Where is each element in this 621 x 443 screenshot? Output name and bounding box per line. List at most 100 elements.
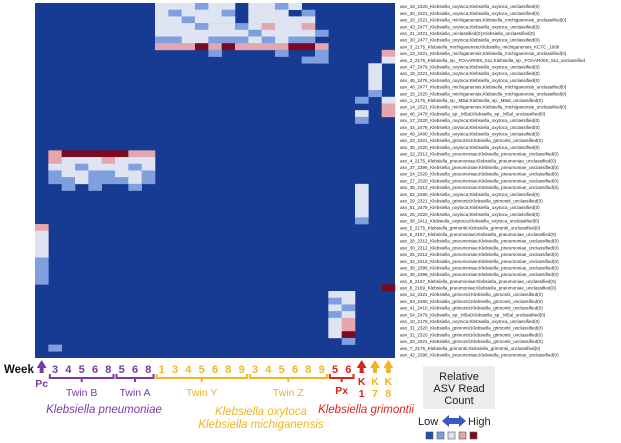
week-tick-label: 6 (292, 364, 298, 376)
heatmap-cell (128, 157, 142, 165)
heatmap-cell (235, 29, 249, 37)
group-marker-arrow-shaft (373, 367, 377, 373)
heatmap-cell (35, 277, 49, 285)
heatmap-cell (155, 9, 169, 17)
heatmap-cell (208, 43, 222, 51)
heatmap-cell (248, 36, 262, 44)
heatmap-cell (248, 23, 262, 31)
heatmap-cell (168, 29, 182, 37)
week-tick-label: 3 (172, 364, 178, 376)
group-marker-arrow (36, 360, 47, 368)
heatmap-cell (355, 96, 369, 104)
legend-swatch (458, 431, 467, 440)
group-label: Px (335, 385, 348, 397)
heatmap-cell (115, 157, 129, 165)
heatmap-cell (48, 344, 62, 352)
heatmap-cell (195, 23, 209, 31)
row-label: asv_42_2396_Klebsiella_pneumoniae;Klebsi… (400, 353, 559, 358)
heatmap-cell (208, 9, 222, 17)
heatmap-cell (155, 36, 169, 44)
heatmap-cell (221, 3, 236, 10)
heatmap-cell (88, 177, 102, 185)
row-label: asv_29_2321_Klebsiella_grimontii;Klebsie… (400, 198, 543, 203)
heatmap-cell (261, 9, 276, 17)
row-label: asv_34_2312_Klebsiella_pneumoniae;Klebsi… (400, 259, 559, 264)
row-label: asv_10_2175_Klebsiella_oxytoca;Klebsiell… (400, 319, 540, 324)
group-marker-arrow-shaft (39, 367, 44, 373)
row-label: asv_52_2480_Klebsiella_oxytoca;Klebsiell… (400, 192, 540, 197)
heatmap-cell (328, 311, 342, 319)
legend-high-label: High (468, 416, 491, 428)
heatmap-cell (35, 264, 49, 272)
row-label: asv_24_2320_Klebsiella_pneumoniae;Klebsi… (400, 172, 559, 177)
heatmap-cell (181, 3, 196, 10)
heatmap-cell (61, 163, 76, 171)
heatmap-cell (48, 157, 62, 165)
legend-swatch (425, 431, 434, 440)
heatmap-cell (381, 49, 396, 57)
heatmap-cell (155, 16, 169, 24)
row-label: asv_49_2480_Klebsiella_oxytoca;Klebsiell… (400, 131, 540, 136)
heatmap-cell (141, 150, 156, 158)
heatmap-cell (275, 16, 289, 24)
week-tick-label: 8 (305, 364, 311, 376)
heatmap-cell (208, 29, 222, 37)
heatmap-cell (75, 170, 89, 178)
row-label: asv_7_2175_Klebsiella_grimontii;Klebsiel… (400, 346, 541, 351)
heatmap-cell (35, 270, 49, 278)
heatmap-cell (208, 3, 222, 10)
week-tick-label: 9 (239, 364, 245, 376)
week-tick-label: 1 (159, 364, 165, 376)
row-label: asv_8_2169_Klebsiella_pneumoniae;Klebsie… (400, 286, 557, 291)
heatmap-cell (35, 237, 49, 245)
week-tick-label: 5 (199, 364, 205, 376)
row-label: asv_30_2477_Klebsiella_oxytoca;Klebsiell… (400, 38, 540, 43)
legend-title-box (423, 366, 495, 409)
heatmap-cell (261, 16, 276, 24)
row-label: asv_21_2321_Klebsiella_unclassified(0);K… (400, 31, 536, 36)
heatmap-cell (301, 36, 316, 44)
week-tick-label: 5 (119, 364, 125, 376)
heatmap-cell (341, 291, 356, 299)
heatmap-cell (168, 9, 182, 17)
group-week-label: 7 (372, 388, 378, 400)
heatmap-cell (115, 177, 129, 185)
heatmap-cell (61, 177, 76, 185)
heatmap-cell (181, 29, 196, 37)
heatmap-cell (368, 90, 382, 98)
heatmap-cell (235, 23, 249, 31)
week-tick-label: 8 (145, 364, 151, 376)
row-label: asv_53_2480_Klebsiella_grimontii;Klebsie… (400, 299, 543, 304)
heatmap-cell (301, 43, 316, 51)
heatmap-cell (381, 284, 396, 292)
group-marker-arrow (356, 360, 367, 368)
heatmap-cell (141, 170, 156, 178)
heatmap-cell (275, 43, 289, 51)
group-label: Twin A (120, 387, 151, 399)
row-label: asv_40_2396_Klebsiella_pneumoniae;Klebsi… (400, 272, 559, 277)
week-tick-label: 5 (79, 364, 85, 376)
heatmap-cell (35, 230, 49, 238)
heatmap-cell (88, 150, 102, 158)
row-label: asv_4_2175_Klebsiella_pneumoniae;Klebsie… (400, 158, 557, 163)
heatmap-cell (168, 16, 182, 24)
heatmap-cell (381, 110, 396, 118)
species-label-grimontii: Klebsiella grimontii (318, 404, 414, 416)
row-label: asv_26_2320_Klebsiella_oxytoca;Klebsiell… (400, 212, 540, 217)
heatmap-cell (195, 29, 209, 37)
heatmap-cell (261, 3, 276, 10)
heatmap-cell (115, 150, 129, 158)
heatmap-cell (208, 36, 222, 44)
heatmap-cell (315, 49, 329, 57)
heatmap-cell (181, 16, 196, 24)
heatmap-cell (168, 3, 182, 10)
row-label: asv_2_2175_Klebsiella_sp._FOAAR00S_511;K… (400, 58, 585, 63)
heatmap-cell (248, 3, 262, 10)
heatmap-cell (128, 183, 142, 191)
heatmap-cell (368, 63, 382, 71)
heatmap-cell (235, 36, 249, 44)
week-tick-label: 8 (105, 364, 111, 376)
heatmap-cell (48, 177, 62, 185)
heatmap-cell (341, 337, 356, 345)
